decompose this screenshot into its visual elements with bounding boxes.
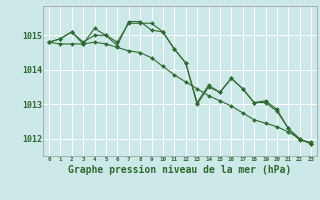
X-axis label: Graphe pression niveau de la mer (hPa): Graphe pression niveau de la mer (hPa) [68, 165, 292, 175]
